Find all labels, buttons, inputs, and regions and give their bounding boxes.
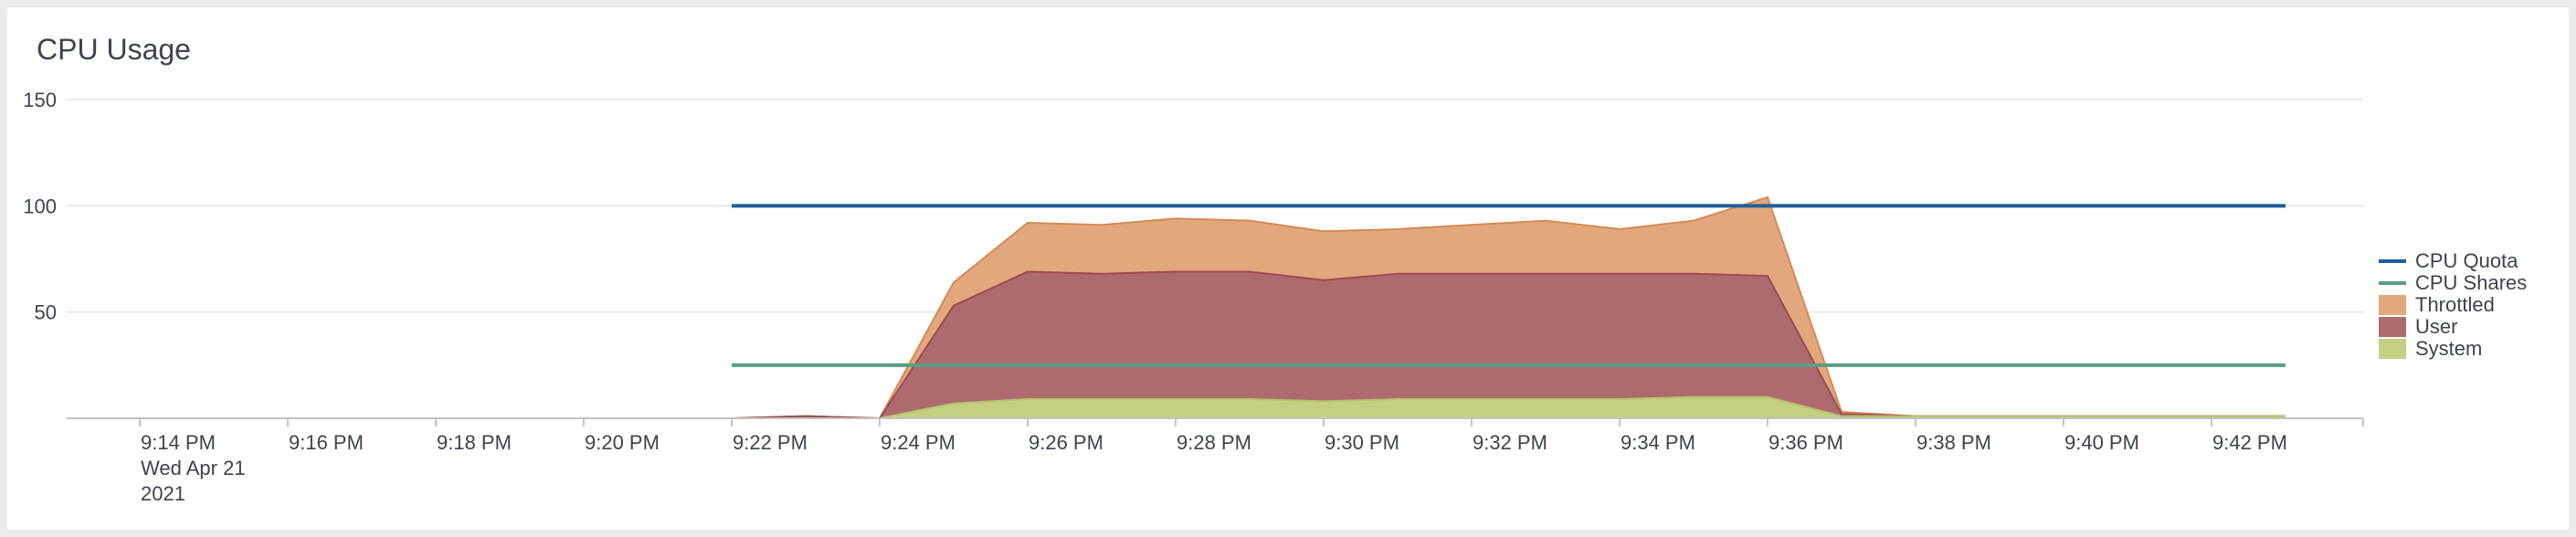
legend-item-cpu-quota[interactable]: CPU Quota: [2379, 249, 2527, 272]
x-tick-label: 9:30 PM: [1325, 431, 1399, 454]
y-tick-label: 50: [35, 301, 57, 324]
legend-item-cpu-shares[interactable]: CPU Shares: [2379, 271, 2528, 294]
x-tick-label: 9:26 PM: [1029, 431, 1103, 454]
area-user: [732, 271, 2286, 418]
x-tick-label: 9:18 PM: [437, 431, 512, 454]
legend-item-throttled[interactable]: Throttled: [2379, 293, 2527, 316]
legend-label: System: [2415, 337, 2483, 360]
area-throttled: [732, 197, 2286, 418]
x-tick-label: 9:40 PM: [2064, 431, 2139, 454]
threshold-lines: [732, 204, 2286, 367]
x-tick-label: 9:32 PM: [1473, 431, 1547, 454]
legend-label: User: [2415, 315, 2458, 338]
legend-swatch: [2379, 281, 2406, 285]
y-tick-label: 150: [23, 89, 57, 111]
legend-label: CPU Shares: [2415, 271, 2528, 294]
y-tick-label: 100: [23, 195, 57, 217]
legend-swatch: [2379, 259, 2406, 263]
chart-title: CPU Usage: [37, 33, 191, 66]
area-edge-system: [732, 395, 2286, 419]
x-tick-label: 9:14 PM: [141, 431, 216, 454]
x-tick-label: 9:28 PM: [1177, 431, 1251, 454]
x-tick-label: 9:16 PM: [289, 431, 364, 454]
x-date-label: 2021: [141, 482, 185, 505]
legend-swatch: [2379, 339, 2406, 359]
x-tick-label: 9:20 PM: [585, 431, 660, 454]
legend-swatch: [2379, 295, 2406, 315]
legend-label: Throttled: [2415, 293, 2495, 316]
x-tick-label: 9:36 PM: [1768, 431, 1843, 454]
legend-item-user[interactable]: User: [2379, 315, 2527, 338]
x-tick-label: 9:34 PM: [1621, 431, 1695, 454]
x-tick-label: 9:22 PM: [733, 431, 808, 454]
x-tick-label: 9:24 PM: [881, 431, 955, 454]
legend-label: CPU Quota: [2415, 249, 2518, 272]
area-system: [732, 396, 2286, 418]
x-tick-label: 9:42 PM: [2212, 431, 2287, 454]
x-tick-label: 9:38 PM: [1916, 431, 1991, 454]
axes: 50 100 150 9:14 PM 9:16 PM 9:18 PM 9:20 PM 9:22…: [23, 89, 2364, 505]
legend-swatch: [2379, 317, 2406, 337]
x-date-label: Wed Apr 21: [141, 457, 246, 479]
legend: CPU Quota CPU Shares Throttled User System: [2379, 249, 2528, 360]
legend-item-system[interactable]: System: [2379, 337, 2527, 360]
stacked-areas: [731, 195, 2286, 420]
